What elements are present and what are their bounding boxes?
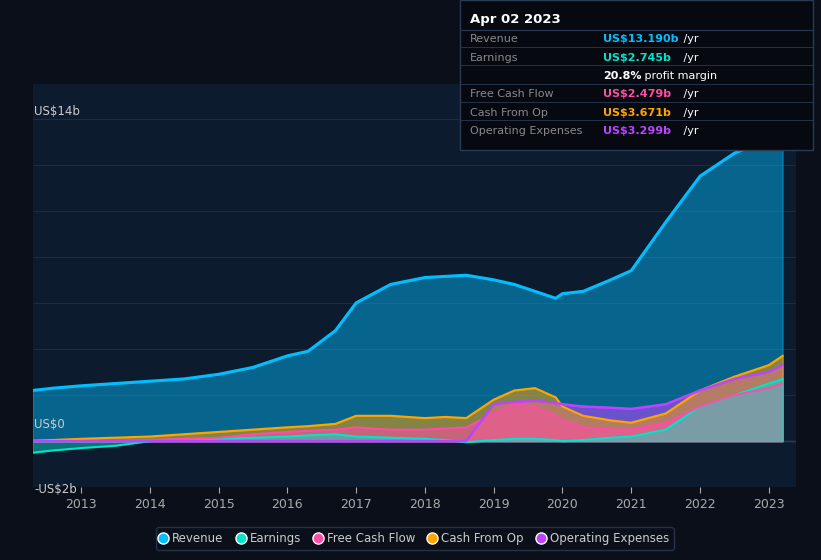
Text: 20.8%: 20.8% — [603, 71, 642, 81]
Text: US$13.190b: US$13.190b — [603, 34, 679, 44]
Text: /yr: /yr — [680, 34, 699, 44]
Text: Free Cash Flow: Free Cash Flow — [470, 89, 553, 99]
Legend: Revenue, Earnings, Free Cash Flow, Cash From Op, Operating Expenses: Revenue, Earnings, Free Cash Flow, Cash … — [156, 528, 673, 550]
Text: US$0: US$0 — [34, 418, 65, 431]
Text: Operating Expenses: Operating Expenses — [470, 126, 582, 136]
Text: Apr 02 2023: Apr 02 2023 — [470, 13, 561, 26]
Text: US$3.299b: US$3.299b — [603, 126, 672, 136]
Text: /yr: /yr — [680, 108, 699, 118]
Text: US$2.745b: US$2.745b — [603, 53, 672, 63]
Text: Cash From Op: Cash From Op — [470, 108, 548, 118]
Text: /yr: /yr — [680, 89, 699, 99]
Text: /yr: /yr — [680, 53, 699, 63]
Text: /yr: /yr — [680, 126, 699, 136]
Text: Earnings: Earnings — [470, 53, 518, 63]
Text: Revenue: Revenue — [470, 34, 518, 44]
Text: profit margin: profit margin — [641, 71, 718, 81]
Text: -US$2b: -US$2b — [34, 483, 77, 496]
Text: US$14b: US$14b — [34, 105, 80, 118]
Text: US$3.671b: US$3.671b — [603, 108, 672, 118]
Text: US$2.479b: US$2.479b — [603, 89, 672, 99]
